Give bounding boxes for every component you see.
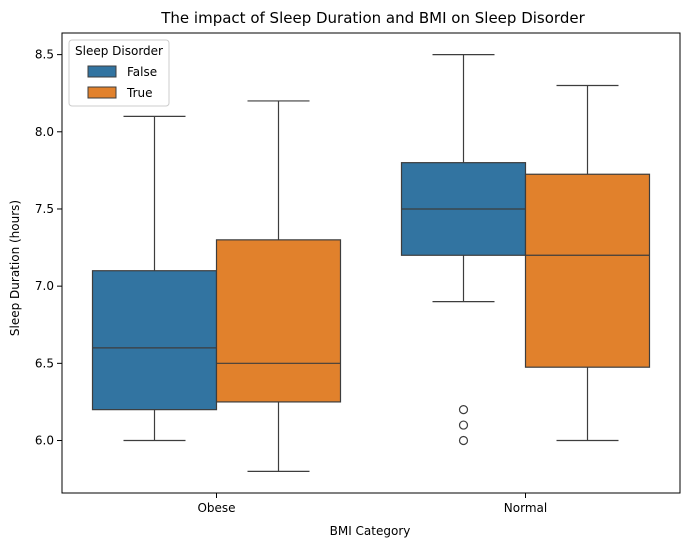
- y-tick-label: 8.5: [35, 48, 54, 62]
- plot-area: [61, 32, 681, 494]
- box-false-normal: [400, 54, 527, 446]
- y-axis: 6.0 6.5 7.0 7.5 8.0 8.5: [35, 48, 62, 448]
- y-tick-label: 7.0: [35, 279, 54, 293]
- legend-label-true: True: [126, 86, 153, 100]
- x-tick-label: Obese: [197, 501, 235, 515]
- plot-frame: [61, 32, 681, 494]
- y-tick-label: 6.0: [35, 434, 54, 448]
- legend-swatch-true: [87, 86, 117, 99]
- outlier-point: [458, 405, 469, 415]
- y-tick-label: 7.5: [35, 202, 54, 216]
- x-axis-label: BMI Category: [330, 524, 411, 538]
- y-tick-label: 6.5: [35, 356, 54, 370]
- outlier-point: [458, 420, 469, 430]
- legend-swatch-false: [87, 65, 117, 78]
- x-tick-label: Normal: [504, 501, 547, 515]
- iqr-box: [524, 173, 651, 368]
- y-tick-label: 8.0: [35, 125, 54, 139]
- box-true-obese: [215, 100, 342, 472]
- box-true-normal: [524, 84, 651, 442]
- box-false-obese: [91, 115, 218, 442]
- iqr-box: [215, 239, 342, 403]
- legend-label-false: False: [127, 65, 157, 79]
- iqr-box: [91, 270, 218, 411]
- legend-title: Sleep Disorder: [75, 44, 163, 58]
- outlier-point: [458, 435, 469, 446]
- chart-title: The impact of Sleep Duration and BMI on …: [160, 9, 585, 27]
- y-axis-label: Sleep Duration (hours): [8, 200, 22, 336]
- legend: Sleep Disorder False True: [68, 39, 170, 107]
- x-axis: Obese Normal: [197, 493, 547, 515]
